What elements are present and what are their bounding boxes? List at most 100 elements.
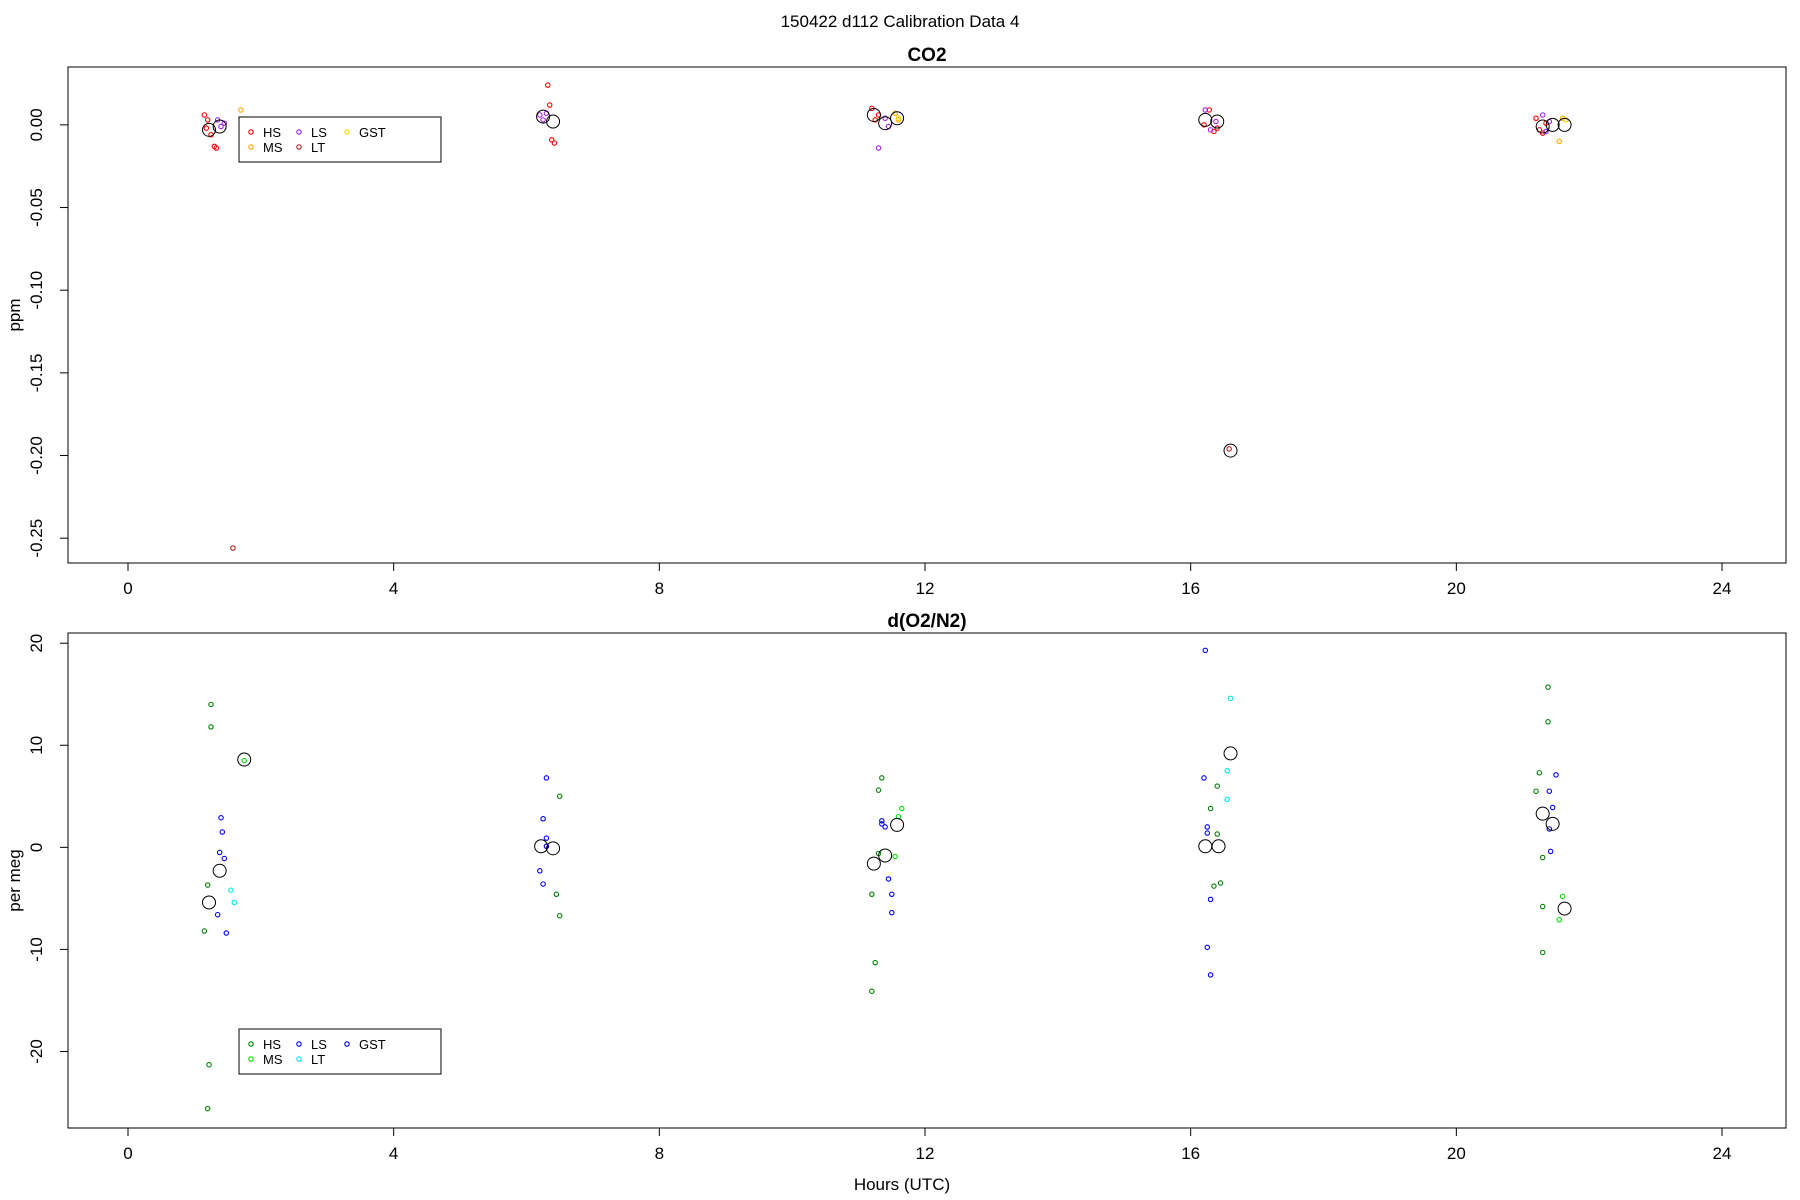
mean-marker bbox=[866, 107, 881, 122]
mean-marker bbox=[202, 895, 217, 910]
legend-label: HS bbox=[263, 1037, 281, 1052]
data-point-hs bbox=[546, 102, 553, 108]
y-tick-label: -20 bbox=[27, 1039, 46, 1064]
data-point-hs bbox=[556, 912, 563, 919]
data-point-ls bbox=[537, 112, 543, 118]
data-point-ls bbox=[1207, 896, 1214, 903]
data-point-ls bbox=[1204, 830, 1211, 836]
legend-label: HS bbox=[263, 125, 281, 140]
mean-marker bbox=[890, 111, 905, 126]
data-point-lt bbox=[1224, 796, 1230, 803]
data-point-hs bbox=[545, 82, 551, 88]
figure-xlabel: Hours (UTC) bbox=[854, 1175, 950, 1194]
y-tick-label: -0.05 bbox=[27, 188, 46, 227]
y-tick-label: -0.20 bbox=[27, 436, 46, 475]
mean-marker bbox=[1198, 839, 1213, 854]
data-point-ms bbox=[241, 757, 247, 764]
data-point-ls bbox=[1539, 112, 1546, 118]
mean-marker bbox=[1535, 119, 1550, 134]
mean-marker bbox=[1557, 901, 1572, 916]
mean-marker bbox=[212, 863, 227, 878]
mean-marker bbox=[1198, 112, 1213, 127]
panel-title: CO2 bbox=[907, 45, 946, 66]
legend-label: LT bbox=[311, 1052, 325, 1067]
data-point-hs bbox=[556, 793, 563, 800]
mean-marker bbox=[546, 841, 561, 856]
data-point-hs bbox=[1539, 854, 1546, 861]
legend-label: MS bbox=[263, 1052, 283, 1067]
data-point-hs bbox=[1214, 783, 1220, 789]
data-point-ls bbox=[540, 881, 546, 887]
figure-title: 150422 d112 Calibration Data 4 bbox=[781, 12, 1020, 31]
mean-marker bbox=[534, 839, 549, 854]
y-tick-label: 20 bbox=[27, 634, 46, 653]
data-point-ls bbox=[216, 849, 223, 856]
data-point-ls bbox=[885, 876, 892, 882]
legend-box bbox=[238, 1028, 442, 1075]
data-point-ms bbox=[895, 117, 902, 123]
legend-marker-ls bbox=[296, 129, 302, 135]
data-point-lt bbox=[228, 887, 234, 893]
data-point-hs bbox=[206, 1061, 212, 1068]
data-point-ls bbox=[219, 829, 226, 835]
mean-marker bbox=[202, 122, 217, 137]
data-point-hs bbox=[201, 112, 208, 118]
data-point-ls bbox=[879, 821, 885, 827]
data-point-ls bbox=[218, 814, 224, 821]
data-point-hs bbox=[1533, 115, 1539, 122]
y-axis-label: per meg bbox=[5, 849, 24, 911]
data-point-gst bbox=[895, 115, 902, 122]
data-point-hs bbox=[1217, 880, 1224, 886]
legend-marker-hs bbox=[248, 129, 254, 135]
x-tick-label: 0 bbox=[123, 1144, 132, 1163]
data-point-ls bbox=[882, 115, 888, 122]
legend-marker-lt bbox=[296, 1056, 302, 1062]
data-point-ls bbox=[543, 835, 550, 841]
data-point-hs bbox=[204, 117, 211, 123]
x-tick-label: 0 bbox=[123, 579, 132, 598]
data-point-hs bbox=[1211, 883, 1217, 889]
data-point-gst bbox=[1546, 826, 1553, 832]
legend-marker-ls bbox=[296, 1041, 302, 1047]
x-tick-label: 24 bbox=[1713, 1144, 1732, 1163]
y-tick-label: 10 bbox=[27, 736, 46, 755]
x-tick-label: 4 bbox=[389, 1144, 398, 1163]
mean-marker bbox=[1557, 117, 1572, 132]
data-point-hs bbox=[1207, 805, 1214, 812]
data-point-ls bbox=[1204, 824, 1211, 830]
x-tick-label: 12 bbox=[916, 1144, 935, 1163]
data-point-ls bbox=[221, 120, 228, 126]
y-tick-label: -0.25 bbox=[27, 519, 46, 558]
data-point-ls bbox=[1543, 128, 1549, 135]
data-point-hs bbox=[208, 724, 214, 730]
y-tick-label: -0.10 bbox=[27, 271, 46, 310]
mean-marker bbox=[1211, 839, 1226, 854]
data-point-hs bbox=[553, 891, 560, 898]
legend-marker-hs bbox=[248, 1041, 254, 1047]
legend-label: LS bbox=[311, 1037, 327, 1052]
data-point-ls bbox=[537, 868, 543, 874]
data-point-hs bbox=[208, 701, 214, 708]
mean-marker bbox=[866, 856, 881, 871]
data-point-hs bbox=[869, 891, 875, 898]
data-point-lt bbox=[231, 899, 238, 906]
data-point-ls bbox=[1202, 647, 1209, 654]
data-point-ls bbox=[1213, 118, 1219, 125]
mean-marker bbox=[1223, 746, 1238, 761]
x-tick-label: 12 bbox=[916, 579, 935, 598]
data-point-hs bbox=[879, 775, 885, 781]
data-point-ms bbox=[1556, 138, 1563, 145]
data-point-hs bbox=[204, 1105, 211, 1112]
data-point-hs bbox=[551, 140, 558, 146]
legend-label: MS bbox=[263, 140, 283, 155]
legend-box bbox=[238, 116, 442, 163]
x-tick-label: 20 bbox=[1447, 1144, 1466, 1163]
data-point-lt bbox=[1227, 695, 1234, 702]
data-point-hs bbox=[1539, 949, 1546, 956]
x-tick-label: 24 bbox=[1713, 579, 1732, 598]
data-point-ls bbox=[889, 909, 895, 916]
y-axis-label: ppm bbox=[5, 298, 24, 331]
data-point-ls bbox=[1207, 127, 1214, 133]
data-point-ls bbox=[221, 855, 228, 862]
